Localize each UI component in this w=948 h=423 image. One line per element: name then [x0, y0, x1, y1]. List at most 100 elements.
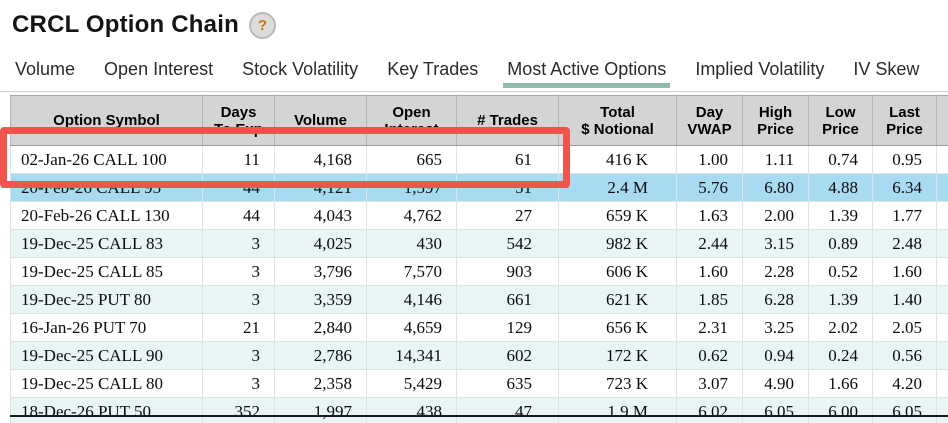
table-row[interactable]: 18-Dec-26 PUT 50 352 1,997 438 47 1.9 M 6.02 6.…	[10, 397, 948, 423]
cell-low: 0.24	[808, 341, 873, 370]
tab-key-trades[interactable]: Key Trades	[387, 59, 479, 79]
column-header-oi[interactable]: Open Interest	[366, 95, 457, 146]
cell-trades: 903	[456, 257, 559, 286]
cell-volume: 1,997	[274, 397, 367, 423]
cell-stub	[936, 173, 948, 202]
options-table: Option Symbol Days To Exp Volume Open Interes…	[10, 95, 948, 423]
cell-last: 1.77	[872, 201, 937, 230]
cell-last: 0.56	[872, 341, 937, 370]
cell-oi: 4,762	[366, 201, 457, 230]
column-header-label: Day	[695, 103, 724, 121]
cell-high: 1.11	[742, 145, 809, 174]
cell-last: 4.20	[872, 369, 937, 398]
table-row[interactable]: 02-Jan-26 CALL 100 11 4,168 665 61 416 K 1.00 1…	[10, 145, 948, 174]
tab-stock-volatility[interactable]: Stock Volatility	[242, 59, 359, 79]
cell-days: 3	[202, 285, 275, 314]
column-header-stub	[936, 95, 948, 146]
cell-symbol: 20-Feb-26 CALL 130	[10, 201, 203, 230]
column-header-label: Total	[600, 103, 635, 121]
cell-days: 3	[202, 229, 275, 258]
cell-symbol: 19-Dec-25 CALL 90	[10, 341, 203, 370]
column-header-last[interactable]: Last Price	[872, 95, 937, 146]
cell-vwap: 1.60	[676, 257, 743, 286]
cell-days: 21	[202, 313, 275, 342]
tab-iv-skew[interactable]: IV Skew	[853, 59, 920, 79]
table-row[interactable]: 19-Dec-25 CALL 80 3 2,358 5,429 635 723 K 3.07…	[10, 369, 948, 398]
cell-trades: 635	[456, 369, 559, 398]
column-header-symbol[interactable]: Option Symbol	[10, 95, 203, 146]
cell-low: 0.74	[808, 145, 873, 174]
cell-symbol: 02-Jan-26 CALL 100	[10, 145, 203, 174]
cell-trades: 129	[456, 313, 559, 342]
cell-stub	[936, 257, 948, 286]
cell-days: 352	[202, 397, 275, 423]
column-header-label: Price	[757, 120, 794, 138]
column-header-label: VWAP	[687, 120, 732, 138]
cell-stub	[936, 341, 948, 370]
column-header-low[interactable]: Low Price	[808, 95, 873, 146]
cell-low: 6.00	[808, 397, 873, 423]
cell-trades: 27	[456, 201, 559, 230]
help-icon[interactable]: ?	[248, 11, 276, 39]
cell-volume: 2,786	[274, 341, 367, 370]
cell-trades: 661	[456, 285, 559, 314]
cell-days: 44	[202, 201, 275, 230]
cell-low: 1.66	[808, 369, 873, 398]
cell-high: 2.00	[742, 201, 809, 230]
cell-notional: 172 K	[558, 341, 677, 370]
cell-oi: 5,429	[366, 369, 457, 398]
column-header-label: Price	[822, 120, 859, 138]
cell-last: 6.34	[872, 173, 937, 202]
cell-symbol: 19-Dec-25 CALL 83	[10, 229, 203, 258]
table-row[interactable]: 19-Dec-25 CALL 85 3 3,796 7,570 903 606 K 1.60…	[10, 257, 948, 286]
cell-high: 6.05	[742, 397, 809, 423]
title-row: CRCL Option Chain ?	[12, 11, 276, 39]
column-header-label: Open	[392, 103, 431, 121]
cell-high: 3.15	[742, 229, 809, 258]
cell-trades: 602	[456, 341, 559, 370]
table-row[interactable]: 20-Feb-26 CALL 95 44 4,121 1,597 51 2.4 M 5.76…	[10, 173, 948, 202]
cell-volume: 2,358	[274, 369, 367, 398]
column-header-label: Option Symbol	[53, 112, 160, 129]
cell-vwap: 2.44	[676, 229, 743, 258]
cell-vwap: 0.62	[676, 341, 743, 370]
cell-notional: 621 K	[558, 285, 677, 314]
cell-days: 3	[202, 341, 275, 370]
tab-volume[interactable]: Volume	[15, 59, 76, 79]
column-header-volume[interactable]: Volume	[274, 95, 367, 146]
table-row[interactable]: 16-Jan-26 PUT 70 21 2,840 4,659 129 656 K 2.31…	[10, 313, 948, 342]
cell-vwap: 6.02	[676, 397, 743, 423]
column-header-trades[interactable]: # Trades	[456, 95, 559, 146]
cell-stub	[936, 369, 948, 398]
cell-low: 1.39	[808, 285, 873, 314]
table-row[interactable]: 19-Dec-25 CALL 90 3 2,786 14,341 602 172 K 0.6…	[10, 341, 948, 370]
cell-high: 2.28	[742, 257, 809, 286]
cell-low: 1.39	[808, 201, 873, 230]
column-header-vwap[interactable]: Day VWAP	[676, 95, 743, 146]
column-header-high[interactable]: High Price	[742, 95, 809, 146]
tab-open-interest[interactable]: Open Interest	[104, 59, 214, 79]
cell-oi: 4,146	[366, 285, 457, 314]
cell-volume: 3,796	[274, 257, 367, 286]
cell-trades: 51	[456, 173, 559, 202]
table-cut-line	[10, 415, 948, 417]
cell-volume: 4,043	[274, 201, 367, 230]
cell-last: 0.95	[872, 145, 937, 174]
cell-symbol: 19-Dec-25 PUT 80	[10, 285, 203, 314]
column-header-notional[interactable]: Total $ Notional	[558, 95, 677, 146]
table-body: 02-Jan-26 CALL 100 11 4,168 665 61 416 K 1.00 1…	[10, 145, 948, 423]
table-row[interactable]: 20-Feb-26 CALL 130 44 4,043 4,762 27 659 K 1.6…	[10, 201, 948, 230]
column-header-days[interactable]: Days To Exp	[202, 95, 275, 146]
cell-vwap: 5.76	[676, 173, 743, 202]
tab-most-active-options[interactable]: Most Active Options	[503, 57, 671, 91]
cell-notional: 606 K	[558, 257, 677, 286]
cell-high: 3.25	[742, 313, 809, 342]
cell-days: 11	[202, 145, 275, 174]
table-row[interactable]: 19-Dec-25 CALL 83 3 4,025 430 542 982 K 2.44 3.…	[10, 229, 948, 258]
table-row[interactable]: 19-Dec-25 PUT 80 3 3,359 4,146 661 621 K 1.85 6…	[10, 285, 948, 314]
cell-last: 2.48	[872, 229, 937, 258]
cell-high: 0.94	[742, 341, 809, 370]
column-header-label: Price	[886, 120, 923, 138]
tab-implied-volatility[interactable]: Implied Volatility	[695, 59, 825, 79]
